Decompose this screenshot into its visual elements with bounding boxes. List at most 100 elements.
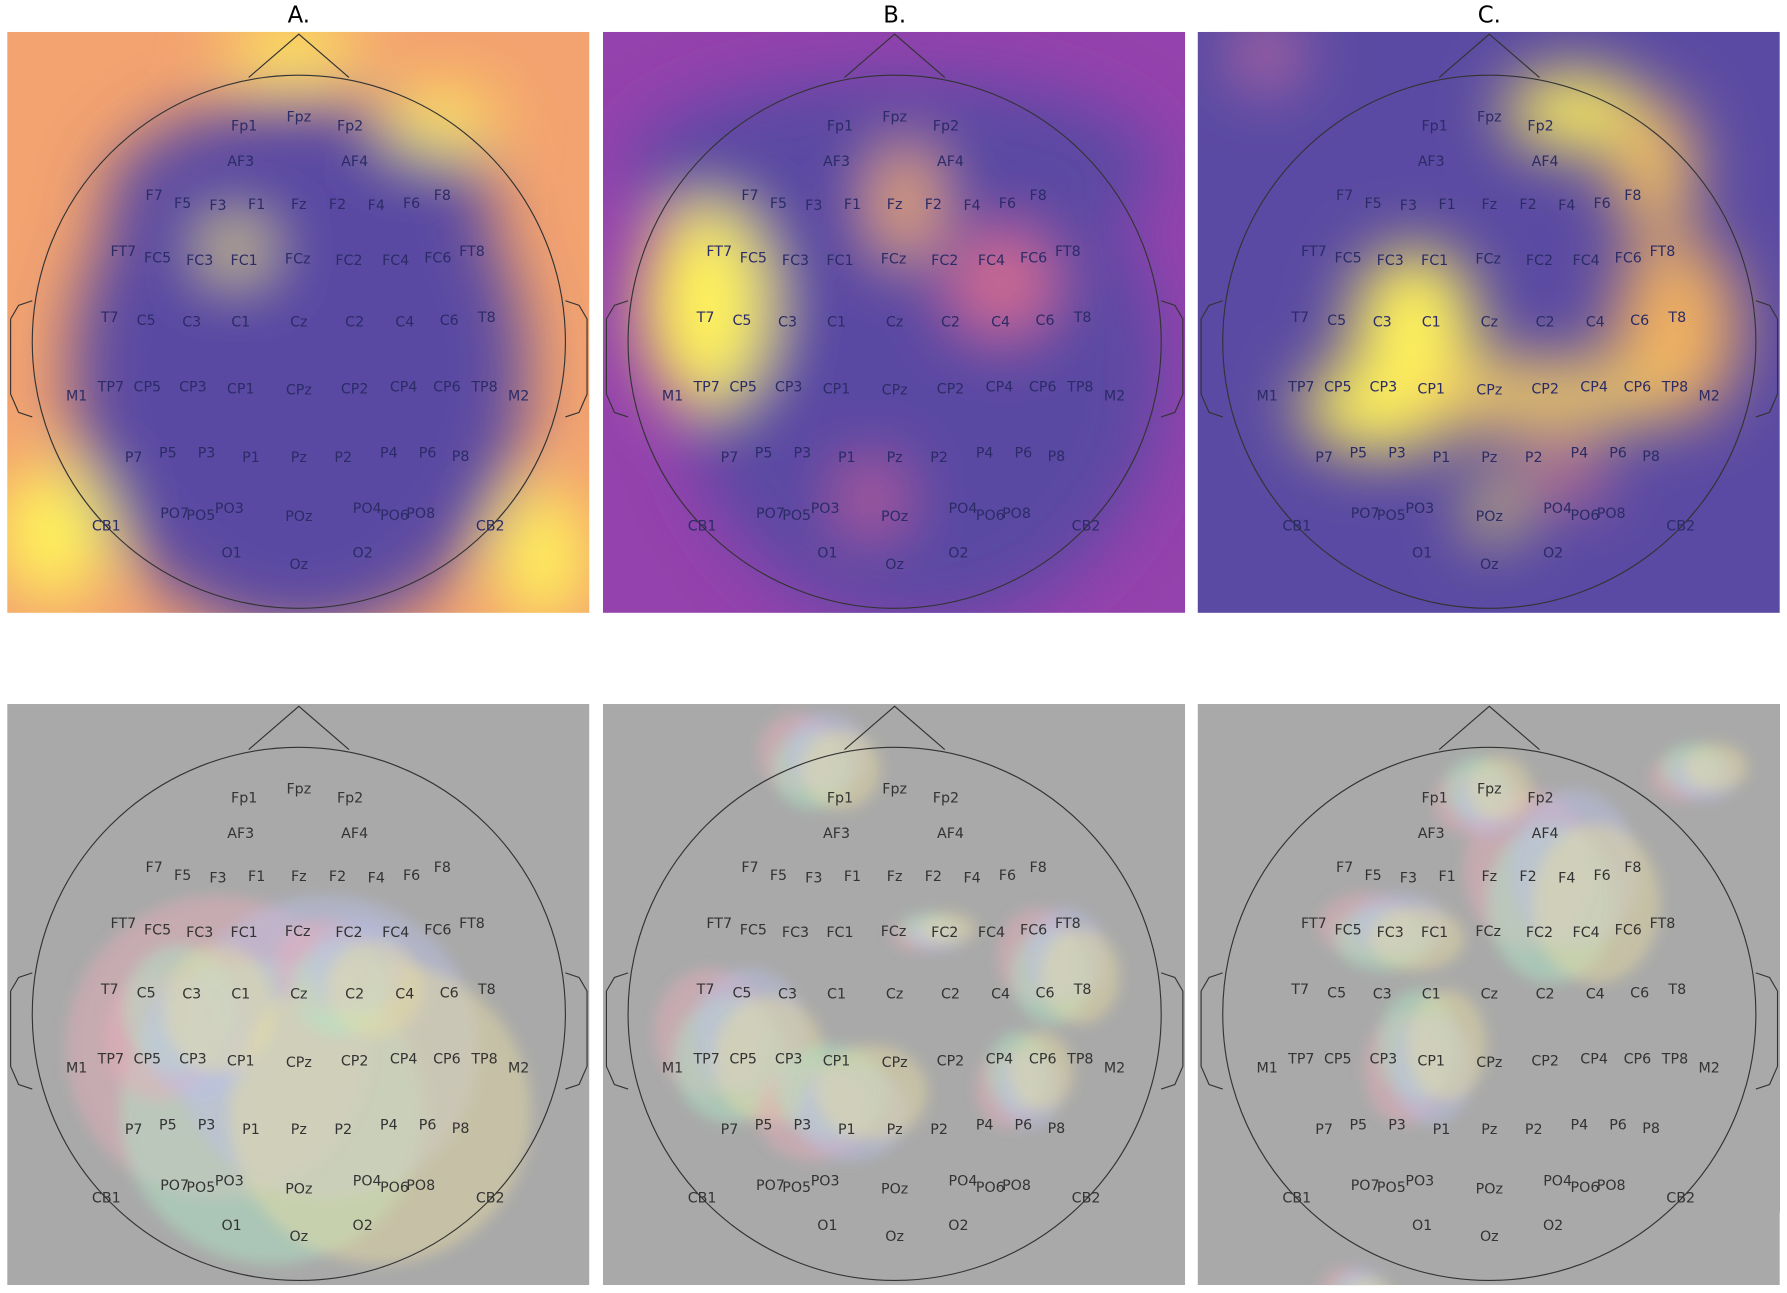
electrode-label: Pz — [887, 450, 903, 466]
electrode-label: PO6 — [1571, 508, 1600, 524]
electrode-label: FC6 — [1615, 923, 1642, 939]
electrode-label: PO3 — [811, 1173, 840, 1189]
heatmap — [1197, 704, 1780, 1286]
electrode-label: CP5 — [1324, 1051, 1352, 1067]
electrode-label: P6 — [1015, 1118, 1033, 1134]
right-ear — [1161, 972, 1184, 1090]
electrode-label: P7 — [721, 450, 739, 466]
electrode-label: TP8 — [1066, 1051, 1093, 1067]
heat-blob — [842, 464, 900, 534]
electrode-label: F4 — [1558, 870, 1575, 886]
electrode-label: CPz — [882, 1055, 908, 1071]
nose — [844, 33, 946, 78]
electrode-label: FC2 — [335, 253, 362, 269]
electrode-label: F4 — [963, 870, 980, 886]
nose — [1438, 705, 1540, 751]
electrode-label: PO4 — [949, 501, 978, 517]
electrode-label: O2 — [1543, 546, 1563, 562]
electrode-label: POz — [881, 509, 908, 525]
heatmap-blobs — [7, 31, 589, 613]
electrode-label: POz — [1476, 1181, 1503, 1197]
electrode-label: CP6 — [1624, 1051, 1652, 1067]
electrode-label: O1 — [221, 546, 241, 562]
electrode-label: Fp1 — [827, 118, 853, 134]
electrode-label: O2 — [1543, 1218, 1563, 1234]
electrode-label: FT8 — [1055, 916, 1081, 932]
heat-blob — [1471, 481, 1517, 539]
electrode-label: FT7 — [1301, 244, 1327, 260]
electrode-label: FC2 — [335, 925, 362, 941]
electrode-label: FC3 — [1377, 925, 1404, 941]
electrode-label: P2 — [334, 450, 352, 466]
electrode-label: Fpz — [882, 109, 907, 125]
electrode-label: CPz — [1476, 1055, 1502, 1071]
electrode-label: F8 — [434, 860, 451, 876]
electrode-label: F5 — [770, 868, 787, 884]
left-ear — [605, 300, 629, 418]
electrode-label: PO7 — [160, 506, 189, 522]
electrode-label: P3 — [1388, 445, 1406, 461]
electrode-label: FC2 — [931, 253, 958, 269]
heat-blob — [1613, 236, 1739, 420]
electrode-label: FC4 — [978, 925, 1005, 941]
electrode-label: F7 — [1336, 188, 1353, 204]
electrode-label: FC4 — [1573, 925, 1600, 941]
electrode-label: P4 — [976, 1118, 994, 1134]
electrode-label: O1 — [817, 1218, 837, 1234]
electrode-label: C6 — [1630, 985, 1649, 1001]
electrode-label: PO6 — [380, 508, 409, 524]
topomap-panel: Fp1 Fpz Fp2 AF3 AF4 F7 F5 F3 F1 Fz F2 F4 F6 F8 FT7 FC5 F… — [7, 31, 590, 613]
electrode-label: CP4 — [1580, 1051, 1608, 1067]
electrode-label: C6 — [440, 985, 459, 1001]
electrode-label: FC5 — [1334, 251, 1361, 267]
electrode-label: F3 — [805, 198, 822, 214]
electrode-label: AF3 — [1418, 154, 1445, 170]
electrode-label: T7 — [1290, 310, 1309, 326]
electrode-label: FT7 — [706, 916, 732, 932]
electrode-label: Fz — [291, 869, 307, 885]
electrode-label: AF3 — [1418, 826, 1445, 842]
electrode-label: M2 — [508, 388, 529, 404]
electrode-label: Fpz — [1477, 109, 1502, 125]
electrode-label: Cz — [886, 987, 903, 1003]
topomap-panel: Fp1 Fpz Fp2 AF3 AF4 F7 F5 F3 F1 Fz F2 F4 F6 F8 FT7 FC5 F… — [1197, 31, 1780, 613]
electrode-label: Cz — [886, 314, 903, 330]
electrode-label: C6 — [1630, 313, 1649, 329]
electrode-label: F1 — [844, 197, 861, 213]
electrode-label: CP5 — [729, 379, 757, 395]
electrode-label: P6 — [1609, 445, 1627, 461]
electrode-label: CP3 — [1370, 1051, 1398, 1067]
nose — [1438, 33, 1540, 78]
electrode-label: PO7 — [756, 506, 785, 522]
electrode-label: F6 — [403, 868, 420, 884]
electrode-label: CP3 — [775, 1051, 803, 1067]
electrode-label: CP2 — [341, 382, 369, 398]
electrode-label: P6 — [1609, 1118, 1627, 1134]
electrode-label: F7 — [146, 188, 163, 204]
electrode-label: Fp2 — [933, 791, 959, 807]
electrode-label: C4 — [1586, 987, 1605, 1003]
electrode-label: P1 — [1433, 450, 1451, 466]
electrode-label: PO8 — [1002, 506, 1031, 522]
electrode-label: T8 — [477, 310, 496, 326]
electrode-label: P5 — [755, 1118, 773, 1134]
electrode-label: PO4 — [353, 1173, 382, 1189]
electrode-label: O1 — [1412, 1218, 1432, 1234]
right-ear — [565, 300, 588, 418]
electrode-label: Fz — [291, 197, 307, 213]
electrode-label: PO3 — [215, 1173, 244, 1189]
electrode-label: CP4 — [1580, 379, 1608, 395]
electrode-label: F8 — [434, 188, 451, 204]
electrode-label: C2 — [1536, 314, 1555, 330]
electrode-label: P4 — [380, 1118, 398, 1134]
electrode-label: Fpz — [1477, 781, 1502, 797]
electrode-label: TP7 — [1287, 379, 1314, 395]
electrode-label: CP3 — [179, 379, 207, 395]
electrode-label: C3 — [778, 314, 797, 330]
right-ear — [1161, 300, 1184, 418]
electrode-label: F2 — [1519, 197, 1536, 213]
saliency-blob — [163, 945, 276, 1074]
electrode-label: C4 — [395, 314, 414, 330]
head-outline — [31, 746, 566, 1282]
